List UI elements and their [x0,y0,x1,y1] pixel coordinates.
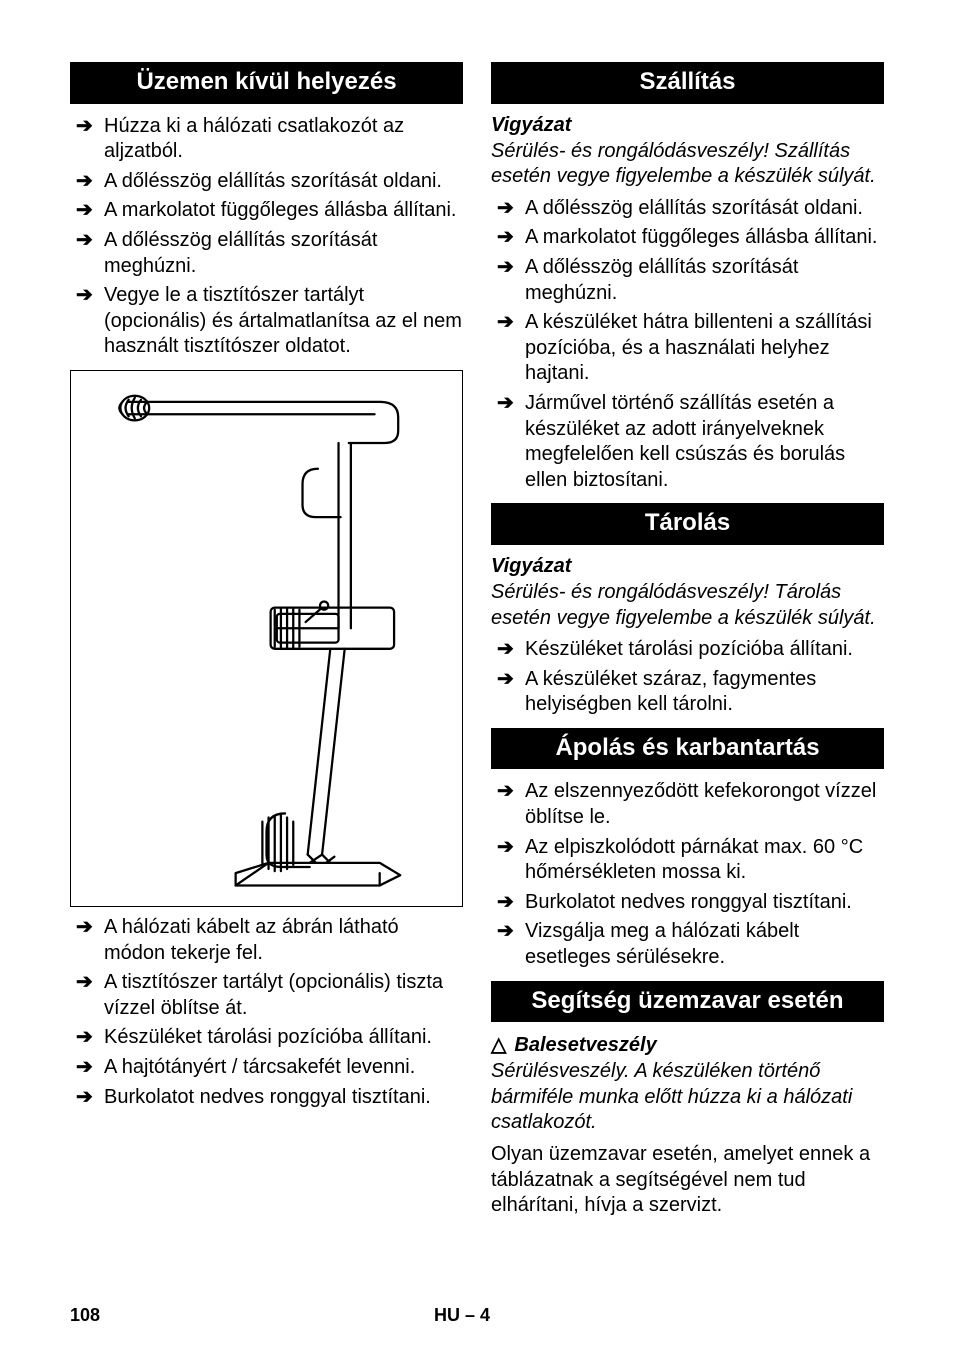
page-footer: 108 HU – 4 [70,1305,884,1326]
list-item: A tisztítószer tartályt (opcionális) tis… [70,970,463,1021]
section-header-transport: Szállítás [491,62,884,104]
device-illustration [70,370,463,907]
list-item: Burkolatot nedves ronggyal tisztítani. [491,890,884,916]
list-item: Készüléket tárolási pozícióba állítani. [70,1025,463,1051]
caution-label: Vigyázat [491,555,884,578]
list-item: A készüléket hátra billenteni a szállítá… [491,310,884,387]
bullet-list-storage: Készüléket tárolási pozícióba állítani. … [491,637,884,718]
section-header-decommission: Üzemen kívül helyezés [70,62,463,104]
list-item: A hajtótányért / tárcsakefét levenni. [70,1055,463,1081]
list-item: A dőlésszög elállítás szorítását meghúzn… [491,255,884,306]
list-item: Húzza ki a hálózati csatlakozót az aljza… [70,114,463,165]
content-columns: Üzemen kívül helyezés Húzza ki a hálózat… [70,62,884,1225]
section-header-maintenance: Ápolás és karbantartás [491,728,884,770]
bullet-list-transport: A dőlésszög elállítás szorítását oldani.… [491,196,884,494]
danger-text: Sérülésveszély. A készüléken történő bár… [491,1059,884,1136]
list-item: Vizsgálja meg a hálózati kábelt esetlege… [491,919,884,970]
body-text: Olyan üzemzavar esetén, amelyet ennek a … [491,1142,884,1219]
list-item: A dőlésszög elállítás szorítását oldani. [491,196,884,222]
list-item: Az elszennyeződött kefekorongot vízzel ö… [491,779,884,830]
danger-label: Balesetveszély [491,1032,884,1057]
list-item: A dőlésszög elállítás szorítását meghúzn… [70,228,463,279]
device-svg [71,371,462,906]
page-number: 108 [70,1305,100,1326]
list-item: Vegye le a tisztítószer tartályt (opcion… [70,283,463,360]
list-item: A dőlésszög elállítás szorítását oldani. [70,169,463,195]
list-item: A hálózati kábelt az ábrán látható módon… [70,915,463,966]
section-header-storage: Tárolás [491,503,884,545]
bullet-list-top: Húzza ki a hálózati csatlakozót az aljza… [70,114,463,360]
section-code: HU – 4 [434,1305,490,1326]
bullet-list-bottom: A hálózati kábelt az ábrán látható módon… [70,915,463,1110]
list-item: Burkolatot nedves ronggyal tisztítani. [70,1085,463,1111]
list-item: A markolatot függőleges állásba állítani… [491,225,884,251]
bullet-list-maintenance: Az elszennyeződött kefekorongot vízzel ö… [491,779,884,970]
caution-label: Vigyázat [491,114,884,137]
list-item: Az elpiszkolódott párnákat max. 60 °C hő… [491,835,884,886]
list-item: Járművel történő szállítás esetén a kész… [491,391,884,493]
section-header-troubleshoot: Segítség üzemzavar esetén [491,981,884,1023]
list-item: A készüléket száraz, fagymentes helyiség… [491,667,884,718]
caution-text: Sérülés- és rongálódásveszély! Szállítás… [491,139,884,190]
caution-text: Sérülés- és rongálódásveszély! Tárolás e… [491,580,884,631]
left-column: Üzemen kívül helyezés Húzza ki a hálózat… [70,62,463,1225]
list-item: A markolatot függőleges állásba állítani… [70,198,463,224]
list-item: Készüléket tárolási pozícióba állítani. [491,637,884,663]
right-column: Szállítás Vigyázat Sérülés- és rongálódá… [491,62,884,1225]
